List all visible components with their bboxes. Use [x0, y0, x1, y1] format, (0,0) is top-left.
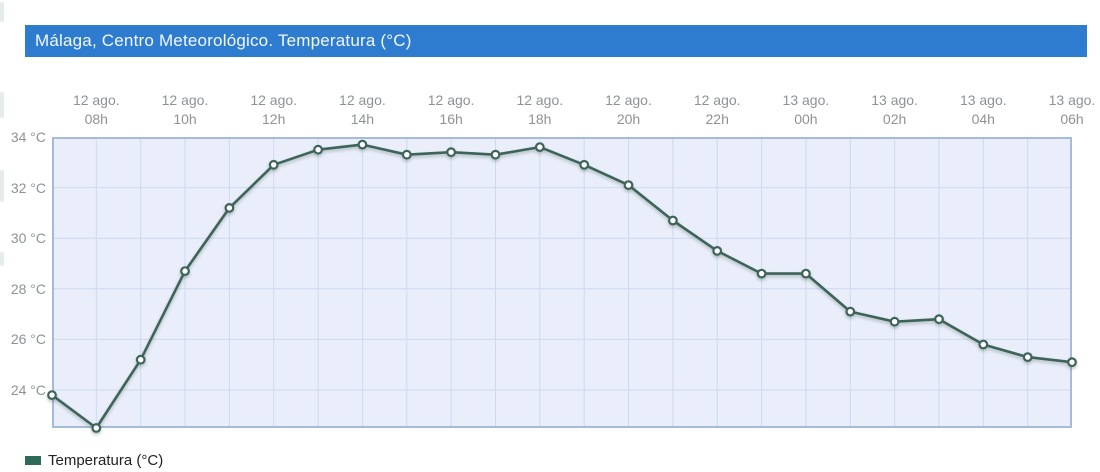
x-tick-label: 13 ago. 06h [1048, 92, 1096, 127]
x-tick-label: 12 ago. 22h [693, 92, 741, 127]
y-tick-label: 34 °C [10, 129, 46, 145]
chart-title-bar: Málaga, Centro Meteorológico. Temperatur… [25, 25, 1087, 57]
x-tick-label: 12 ago. 16h [427, 92, 475, 127]
x-tick-label: 12 ago. 20h [605, 92, 652, 127]
x-tick-label: 12 ago. 08h [72, 92, 120, 127]
plot-border [52, 137, 1072, 428]
data-point-marker[interactable] [180, 266, 190, 277]
screen-edge-artifact [0, 92, 4, 118]
data-point-marker[interactable] [623, 180, 634, 190]
legend-label: Temperatura (°C) [48, 451, 164, 469]
x-tick-label: 12 ago. 10h [161, 92, 209, 127]
data-point-marker[interactable] [845, 306, 856, 317]
data-point-marker[interactable] [91, 423, 102, 433]
x-tick-label: 12 ago. 12h [250, 92, 298, 127]
data-point-marker[interactable] [712, 245, 723, 256]
data-point-marker[interactable] [446, 147, 457, 158]
temperature-line [50, 143, 1074, 430]
x-tick-label: 13 ago. 02h [871, 92, 918, 127]
temperature-chart [47, 137, 1077, 433]
data-point-marker[interactable] [357, 139, 368, 150]
data-point-marker[interactable] [47, 390, 57, 401]
legend-swatch [25, 455, 41, 465]
data-point-marker[interactable] [224, 202, 235, 213]
screen-edge-artifact [0, 252, 4, 266]
data-point-marker[interactable] [401, 149, 412, 160]
data-point-marker[interactable] [490, 149, 501, 160]
data-point-marker[interactable] [1022, 352, 1033, 363]
x-tick-label: 12 ago. 14h [339, 92, 386, 127]
screen-edge-artifact [0, 170, 4, 202]
y-tick-label: 32 °C [10, 179, 46, 196]
chart-title: Málaga, Centro Meteorológico. Temperatur… [35, 31, 412, 50]
y-tick-label: 24 °C [10, 382, 46, 398]
y-tick-label: 28 °C [10, 280, 46, 297]
data-point-marker[interactable] [978, 339, 989, 350]
data-point-marker[interactable] [668, 215, 678, 226]
y-tick-label: 30 °C [10, 230, 46, 247]
x-tick-label: 13 ago. 04h [959, 92, 1007, 127]
data-point-marker[interactable] [756, 268, 767, 279]
x-tick-label: 13 ago. 00h [782, 92, 830, 127]
data-point-marker[interactable] [268, 159, 279, 170]
data-point-marker[interactable] [801, 268, 811, 279]
legend-item-temperatura[interactable]: Temperatura (°C) [25, 450, 163, 470]
temperature-series [47, 139, 1077, 433]
data-point-marker[interactable] [1067, 357, 1077, 368]
data-point-marker[interactable] [579, 159, 590, 170]
data-point-marker[interactable] [889, 316, 900, 327]
screen-edge-artifact [0, 2, 4, 22]
x-tick-label: 12 ago. 18h [516, 92, 564, 127]
data-point-marker[interactable] [534, 142, 545, 153]
data-point-marker[interactable] [934, 314, 944, 325]
data-point-marker[interactable] [313, 144, 324, 155]
y-tick-label: 26 °C [10, 331, 46, 348]
data-point-marker[interactable] [135, 354, 146, 365]
plot-area [47, 137, 1077, 433]
